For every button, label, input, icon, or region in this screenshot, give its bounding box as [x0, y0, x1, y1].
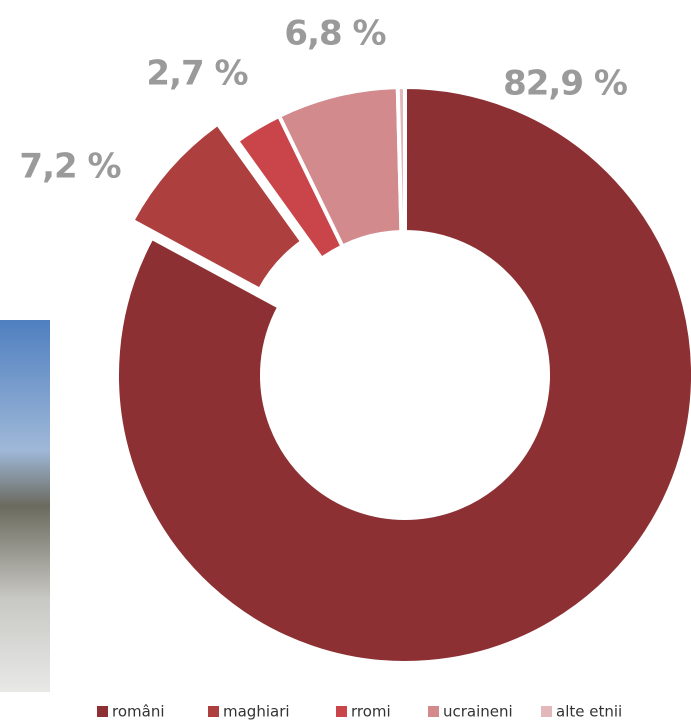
legend-swatch [97, 706, 108, 717]
legend-label: ucraineni [443, 703, 513, 721]
legend-label: rromi [351, 703, 391, 721]
legend-label: alte etnii [556, 703, 622, 721]
slice [115, 84, 691, 665]
slice [395, 84, 407, 235]
data-label: 2,7 % [146, 54, 247, 94]
legend-swatch [428, 706, 439, 717]
legend-label: români [112, 703, 165, 721]
legend-swatch [541, 706, 552, 717]
photo [0, 320, 50, 692]
data-label: 82,9 % [503, 64, 627, 104]
legend-swatch [208, 706, 219, 717]
legend-swatch [336, 706, 347, 717]
data-label: 7,2 % [19, 147, 120, 187]
data-label: 6,8 % [284, 14, 385, 54]
legend-label: maghiari [223, 703, 290, 721]
slice [129, 120, 305, 293]
